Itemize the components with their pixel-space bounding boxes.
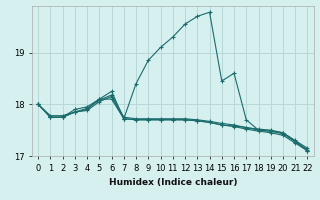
X-axis label: Humidex (Indice chaleur): Humidex (Indice chaleur) [108, 178, 237, 187]
